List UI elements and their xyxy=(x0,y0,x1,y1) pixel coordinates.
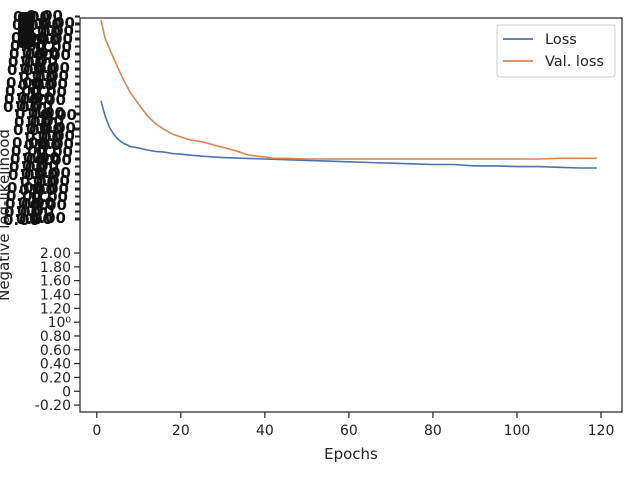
overlapping-ytick-labels: 0.000.000.000.000.000.000.000.000.000.00… xyxy=(3,7,80,229)
y-tick-label: 0 xyxy=(62,384,71,400)
y-minor-tick-label: 0.00 xyxy=(4,203,41,221)
y-minor-tick-label: 0.00 xyxy=(12,134,49,152)
y-minor-tick-label: 0.00 xyxy=(29,91,66,109)
y-minor-tick-label: 0.00 xyxy=(15,105,52,123)
y-minor-tick-label: 0.00 xyxy=(13,121,50,139)
y-minor-tick-label: 0.00 xyxy=(32,67,69,85)
y-minor-tick-label: 0.00 xyxy=(25,15,62,33)
y-minor-tick-label: 0.00 xyxy=(26,7,63,25)
legend-box xyxy=(496,24,616,78)
y-label-overlap-blob xyxy=(18,12,34,48)
legend-label: Val. loss xyxy=(545,54,604,70)
x-tick-label: 60 xyxy=(340,423,358,439)
y-tick-label: 1.40 xyxy=(40,287,71,303)
y-minor-tick-label: 0.00 xyxy=(28,104,65,122)
series-line-loss xyxy=(100,100,597,169)
y-tick-label: 0.40 xyxy=(40,357,71,373)
x-axis-label: Epochs xyxy=(324,445,378,463)
y-minor-tick-label: 0.00 xyxy=(22,44,59,62)
y-tick-label: 1.80 xyxy=(40,260,71,276)
y-tick-label: 0.60 xyxy=(40,343,71,359)
y-minor-tick-label: 0.00 xyxy=(30,83,67,101)
y-minor-tick-label: 0.00 xyxy=(30,196,67,214)
y-minor-tick-label: 0.00 xyxy=(22,157,59,175)
y-minor-tick-label: 0.00 xyxy=(3,211,40,229)
legend: Loss Val. loss xyxy=(496,24,616,78)
y-minor-tick-label: 0.00 xyxy=(9,45,46,63)
y-minor-tick-label: 0.00 xyxy=(35,151,72,169)
y-tick-label: 2.00 xyxy=(40,246,71,262)
y-minor-tick-label: 0.00 xyxy=(17,202,54,220)
y-minor-tick-label: 0.00 xyxy=(17,89,54,107)
y-tick-label: -0.20 xyxy=(35,398,71,414)
x-tick-label: 0 xyxy=(92,423,101,439)
y-minor-tick-label: 0.00 xyxy=(7,179,44,197)
plot-frame xyxy=(79,17,623,413)
y-minor-tick-label: 0.00 xyxy=(24,136,61,154)
y-minor-tick-label: 0.00 xyxy=(5,195,42,213)
y-minor-tick-label: 0.00 xyxy=(3,98,40,116)
y-minor-tick-label: 0.00 xyxy=(11,142,48,160)
y-axis-label: Negative log-likelihood xyxy=(0,129,13,301)
x-tick-label: 40 xyxy=(256,423,274,439)
y-minor-tick-label: 0.00 xyxy=(19,181,56,199)
x-tick-label: 120 xyxy=(588,423,615,439)
y-minor-tick-label: 0.00 xyxy=(21,165,58,183)
y-minor-tick-label: 0.00 xyxy=(31,188,68,206)
y-minor-tick-label: 0.00 xyxy=(31,75,68,93)
y-minor-tick-label: 0.00 xyxy=(8,53,45,71)
legend-label: Loss xyxy=(545,32,577,48)
x-tick-label: 20 xyxy=(172,423,190,439)
y-minor-tick-label: 0.00 xyxy=(33,172,70,190)
y-minor-tick-label: 0.00 xyxy=(18,194,55,212)
y-axis-ticks: -0.2000.200.400.600.8010⁰1.201.401.601.8… xyxy=(35,246,80,414)
y-minor-tick-label: 0.00 xyxy=(9,158,46,176)
y-minor-tick-label: 0.00 xyxy=(26,120,63,138)
y-minor-tick-label: 0.00 xyxy=(25,128,62,146)
y-minor-tick-label: 0.00 xyxy=(37,22,74,40)
y-minor-tick-label: 0.00 xyxy=(33,59,70,77)
y-minor-tick-label: 0.00 xyxy=(34,164,71,182)
y-minor-tick-label: 0.00 xyxy=(39,119,76,137)
y-minor-tick-label: 0.00 xyxy=(10,150,47,168)
y-tick-label: 1.60 xyxy=(40,274,71,290)
series-layer xyxy=(100,19,597,169)
y-minor-tick-label: 0.00 xyxy=(32,180,69,198)
y-minor-tick-label: 0.00 xyxy=(4,90,41,108)
y-minor-tick-label: 0.00 xyxy=(38,127,75,145)
y-minor-tick-label: 0.00 xyxy=(19,68,56,86)
y-minor-tick-label: 0.00 xyxy=(6,187,43,205)
y-minor-tick-label: 0.00 xyxy=(36,30,73,48)
y-minor-tick-label: 0.00 xyxy=(5,82,42,100)
y-minor-tick-label: 0.00 xyxy=(36,143,73,161)
y-minor-tick-label: 0.00 xyxy=(7,61,44,79)
y-minor-tick-label: 0.00 xyxy=(23,149,60,167)
y-tick-label: 0.20 xyxy=(40,370,71,386)
y-minor-tick-label: 0.00 xyxy=(6,74,43,92)
series-line-val-loss xyxy=(100,19,597,160)
y-tick-label: 10⁰ xyxy=(48,315,72,331)
y-minor-tick-label: 0.00 xyxy=(38,14,75,32)
x-tick-label: 80 xyxy=(424,423,442,439)
y-minor-tick-label: 0.00 xyxy=(18,76,55,94)
y-minor-tick-label: 0.00 xyxy=(29,209,66,227)
y-minor-tick-label: 0.00 xyxy=(8,166,45,184)
y-minor-tick-label: 0.00 xyxy=(40,106,77,124)
y-minor-tick-label: 0.00 xyxy=(20,60,57,78)
y-minor-tick-label: 0.00 xyxy=(16,97,53,115)
y-minor-tick-label: 0.00 xyxy=(37,135,74,153)
x-tick-label: 100 xyxy=(504,423,531,439)
y-minor-tick-label: 0.00 xyxy=(27,112,64,130)
y-tick-label: 0.80 xyxy=(40,329,71,345)
y-minor-tick-label: 0.00 xyxy=(21,52,58,70)
y-minor-tick-label: 0.00 xyxy=(14,113,51,131)
y-minor-tick-label: 0.00 xyxy=(34,46,71,64)
y-minor-tick-label: 0.00 xyxy=(16,210,53,228)
y-tick-label: 1.20 xyxy=(40,301,71,317)
y-minor-tick-label: 0.00 xyxy=(35,38,72,56)
y-minor-tick-label: 0.00 xyxy=(20,173,57,191)
x-axis-ticks: 0 20 40 60 80 100 120 xyxy=(92,412,614,439)
